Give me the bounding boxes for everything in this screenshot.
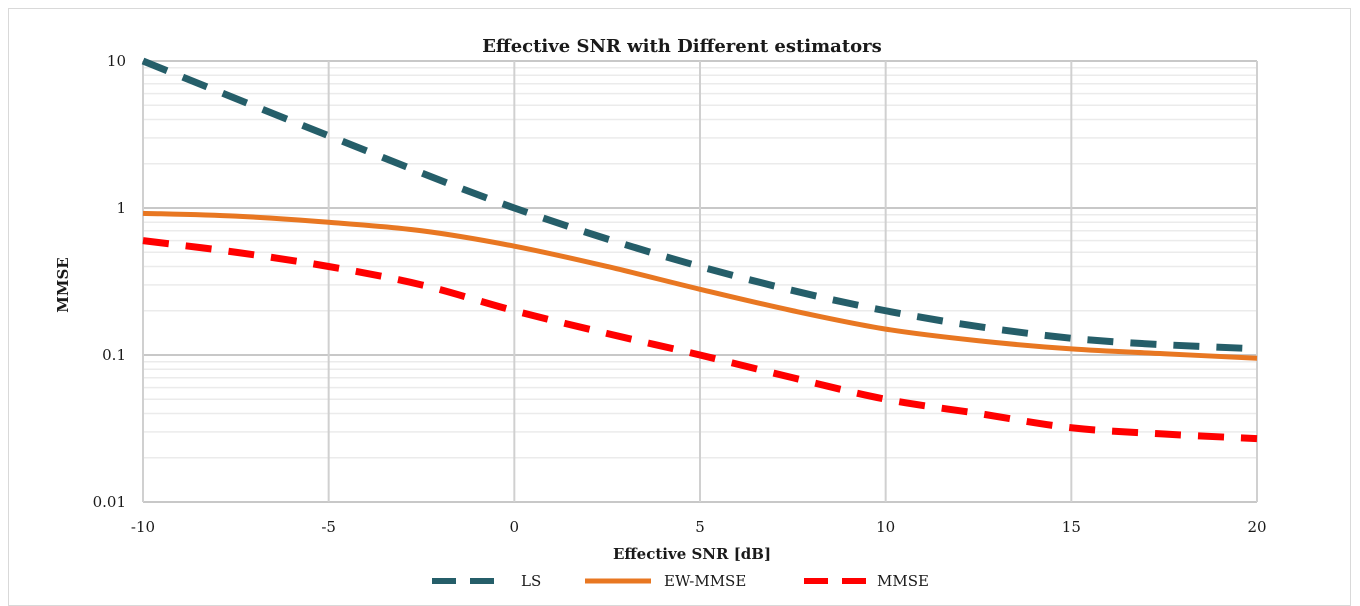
x-tick-label: 0	[510, 518, 520, 536]
y-tick-label: 0.1	[102, 346, 126, 364]
x-tick-label: -5	[321, 518, 336, 536]
grid	[142, 60, 1258, 503]
x-tick-labels: -10 -5 0 5 10 15 20	[131, 518, 1267, 536]
legend-label-mmse: MMSE	[877, 572, 929, 590]
x-tick-label: 20	[1247, 518, 1266, 536]
series-line-mmse	[142, 237, 1258, 443]
y-tick-label: 0.01	[93, 493, 126, 511]
series-line-ew-mmse	[142, 210, 1258, 361]
y-axis-title: MMSE	[54, 257, 72, 312]
legend-label-ls: LS	[521, 572, 541, 590]
x-tick-label: 15	[1062, 518, 1081, 536]
y-tick-label: 1	[116, 199, 126, 217]
legend-label-ew-mmse: EW-MMSE	[664, 572, 746, 590]
x-tick-label: 5	[695, 518, 705, 536]
x-tick-label: 10	[876, 518, 895, 536]
chart-frame	[8, 8, 1351, 606]
y-tick-label: 10	[107, 52, 126, 70]
legend: LS EW-MMSE MMSE	[432, 572, 929, 590]
y-tick-labels: 0.01 0.1 1 10	[93, 52, 126, 511]
x-axis-title: Effective SNR [dB]	[613, 545, 771, 563]
chart-title: Effective SNR with Different estimators	[482, 36, 882, 57]
x-tick-label: -10	[131, 518, 155, 536]
series-lines	[141, 57, 1258, 443]
